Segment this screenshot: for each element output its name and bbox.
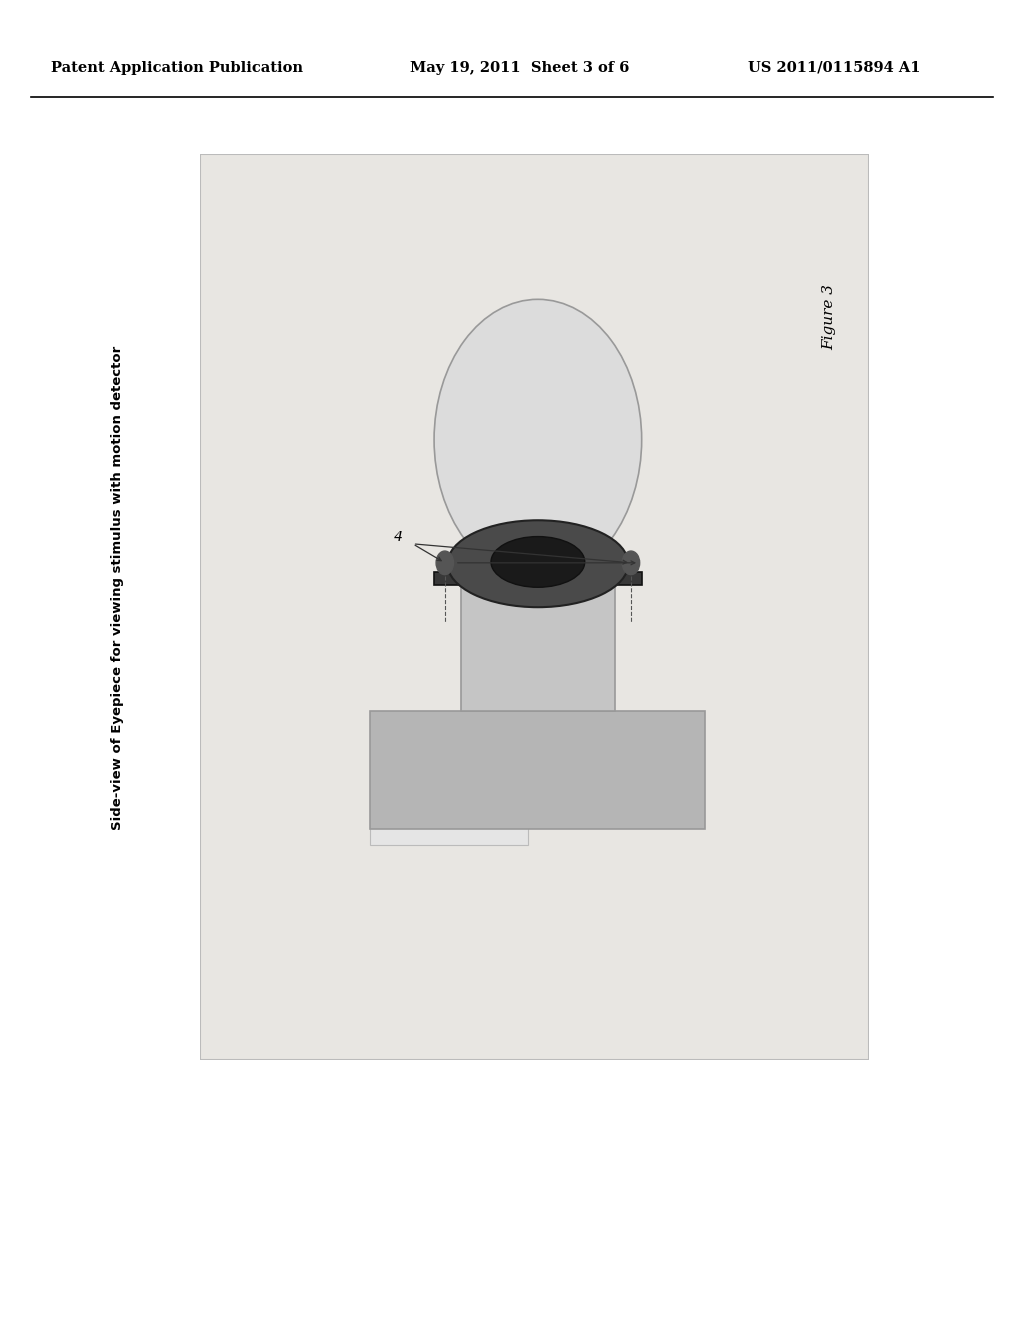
Text: Figure 3: Figure 3 <box>822 284 837 350</box>
Text: US 2011/0115894 A1: US 2011/0115894 A1 <box>748 61 920 75</box>
Text: 4: 4 <box>393 529 402 544</box>
Circle shape <box>623 550 640 574</box>
Bar <box>434 572 642 585</box>
Bar <box>371 828 527 845</box>
Ellipse shape <box>447 520 629 607</box>
Text: Side-view of Eyepiece for viewing stimulus with motion detector: Side-view of Eyepiece for viewing stimul… <box>112 346 124 829</box>
Circle shape <box>434 300 642 579</box>
Text: Patent Application Publication: Patent Application Publication <box>51 61 303 75</box>
Bar <box>371 711 706 829</box>
Circle shape <box>436 550 454 574</box>
Text: May 19, 2011  Sheet 3 of 6: May 19, 2011 Sheet 3 of 6 <box>410 61 629 75</box>
Ellipse shape <box>490 536 585 587</box>
Bar <box>461 585 614 711</box>
